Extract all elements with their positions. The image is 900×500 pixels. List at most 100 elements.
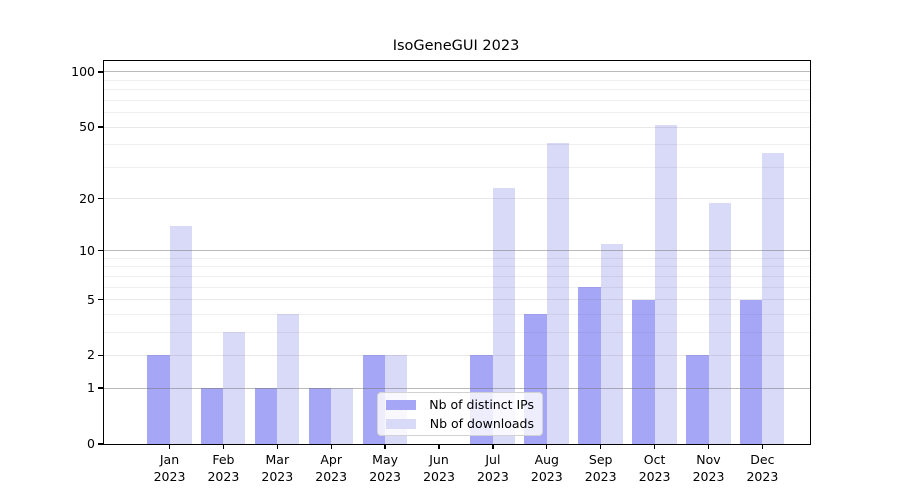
bar-distinct-ips	[308, 388, 332, 444]
legend-entry: Nb of downloads	[386, 416, 534, 431]
x-tick-mark	[492, 444, 494, 449]
month-year: 2023	[315, 468, 348, 484]
bar-distinct-ips	[632, 299, 655, 444]
x-tick-mark	[384, 444, 386, 449]
chart-title: IsoGeneGUI 2023	[392, 38, 520, 54]
x-tick-label-mar: Mar 2023	[245, 452, 309, 485]
month-year: 2023	[584, 468, 617, 484]
bar-distinct-ips	[686, 355, 709, 444]
y-tick-label: 100	[71, 63, 95, 79]
y-tick-mark	[98, 298, 103, 301]
bar-downloads	[223, 332, 246, 444]
y-tick-label: 2	[87, 347, 95, 363]
gridline-30	[104, 166, 810, 168]
month-year: 2023	[476, 468, 509, 484]
legend-swatch-icon	[386, 418, 416, 429]
gridline-60	[104, 112, 810, 114]
x-tick-label-sep: Sep 2023	[569, 452, 633, 485]
y-tick-label: 50	[79, 119, 95, 135]
y-tick-label: 5	[87, 291, 95, 307]
month-year: 2023	[638, 468, 671, 484]
y-tick-mark	[98, 197, 103, 200]
month-name: Sep	[588, 452, 613, 467]
bar-distinct-ips	[254, 388, 278, 444]
gridline-7	[104, 275, 810, 277]
month-name: Mar	[265, 452, 290, 467]
x-tick-mark	[438, 444, 440, 449]
bar-downloads	[546, 142, 569, 444]
gridline-3	[104, 331, 810, 333]
bar-downloads	[762, 152, 785, 444]
y-tick-label: 0	[87, 436, 95, 451]
y-tick-label: 10	[79, 242, 95, 258]
y-tick-label: 1	[87, 380, 95, 396]
month-name: Dec	[750, 452, 775, 467]
x-tick-mark	[276, 444, 278, 449]
x-tick-mark	[707, 444, 710, 449]
gridline-40	[104, 144, 810, 146]
month-name: Jan	[159, 452, 180, 467]
gridline-9	[104, 257, 810, 259]
x-tick-label-jul: Jul 2023	[461, 452, 525, 485]
month-name: Apr	[320, 452, 342, 467]
x-tick-mark	[653, 444, 656, 449]
y-tick-mark	[98, 126, 103, 128]
gridline-70	[104, 99, 810, 101]
legend: Nb of distinct IPs Nb of downloads	[377, 392, 543, 436]
bar-downloads	[654, 125, 677, 444]
month-name: Jul	[485, 452, 501, 467]
gridline-6	[104, 286, 810, 288]
x-tick-label-apr: Apr 2023	[299, 452, 363, 485]
month-year: 2023	[153, 468, 186, 484]
y-tick-mark	[98, 71, 103, 73]
x-tick-mark	[600, 444, 602, 449]
gridline-4	[104, 313, 810, 315]
gridline-20	[104, 198, 810, 200]
month-year: 2023	[423, 468, 455, 484]
month-name: Feb	[212, 452, 235, 467]
legend-entry: Nb of distinct IPs	[386, 397, 534, 412]
x-tick-label-may: May 2023	[353, 452, 417, 485]
x-tick-label-jun: Jun 2023	[407, 452, 471, 485]
bar-distinct-ips	[578, 287, 601, 444]
month-year: 2023	[530, 468, 563, 484]
plot-area: 0 1 2 5 10 20 50 100 Jan 2023 Feb 2023 Mar 2023 Apr 202…	[71, 60, 811, 484]
x-tick-label-oct: Oct 2023	[623, 452, 687, 485]
legend-label: Nb of distinct IPs	[429, 397, 534, 412]
month-year: 2023	[746, 468, 779, 484]
bar-downloads	[492, 187, 515, 444]
x-tick-label-feb: Feb 2023	[191, 452, 255, 485]
y-tick-mark	[98, 443, 103, 445]
gridline-100	[104, 71, 810, 73]
gridline-1	[104, 387, 810, 389]
month-name: May	[372, 452, 399, 467]
bar-downloads	[331, 388, 354, 444]
bar-downloads	[169, 225, 192, 444]
x-tick-label-nov: Nov 2023	[677, 452, 741, 485]
gridline-10	[104, 250, 810, 252]
y-tick-mark	[98, 250, 103, 252]
x-tick-label-jan: Jan 2023	[138, 452, 202, 485]
x-tick-mark	[222, 444, 225, 449]
x-tick-mark	[168, 444, 171, 449]
month-name: Oct	[643, 452, 666, 467]
bar-distinct-ips	[147, 355, 170, 444]
month-year: 2023	[369, 468, 401, 484]
bar-downloads	[708, 202, 731, 444]
month-year: 2023	[261, 468, 294, 484]
month-year: 2023	[692, 468, 725, 484]
month-name: Aug	[534, 452, 559, 467]
x-tick-label-aug: Aug 2023	[515, 452, 579, 485]
gridline-2	[104, 354, 810, 356]
gridline-8	[104, 266, 810, 268]
legend-label: Nb of downloads	[429, 416, 534, 431]
x-tick-mark	[546, 444, 548, 449]
month-name: Nov	[696, 452, 721, 467]
bar-distinct-ips	[200, 388, 224, 444]
month-name: Jun	[429, 452, 449, 467]
gridline-80	[104, 89, 810, 91]
y-tick-label: 20	[79, 190, 95, 206]
x-tick-mark	[330, 444, 332, 449]
x-tick-label-dec: Dec 2023	[730, 452, 794, 485]
